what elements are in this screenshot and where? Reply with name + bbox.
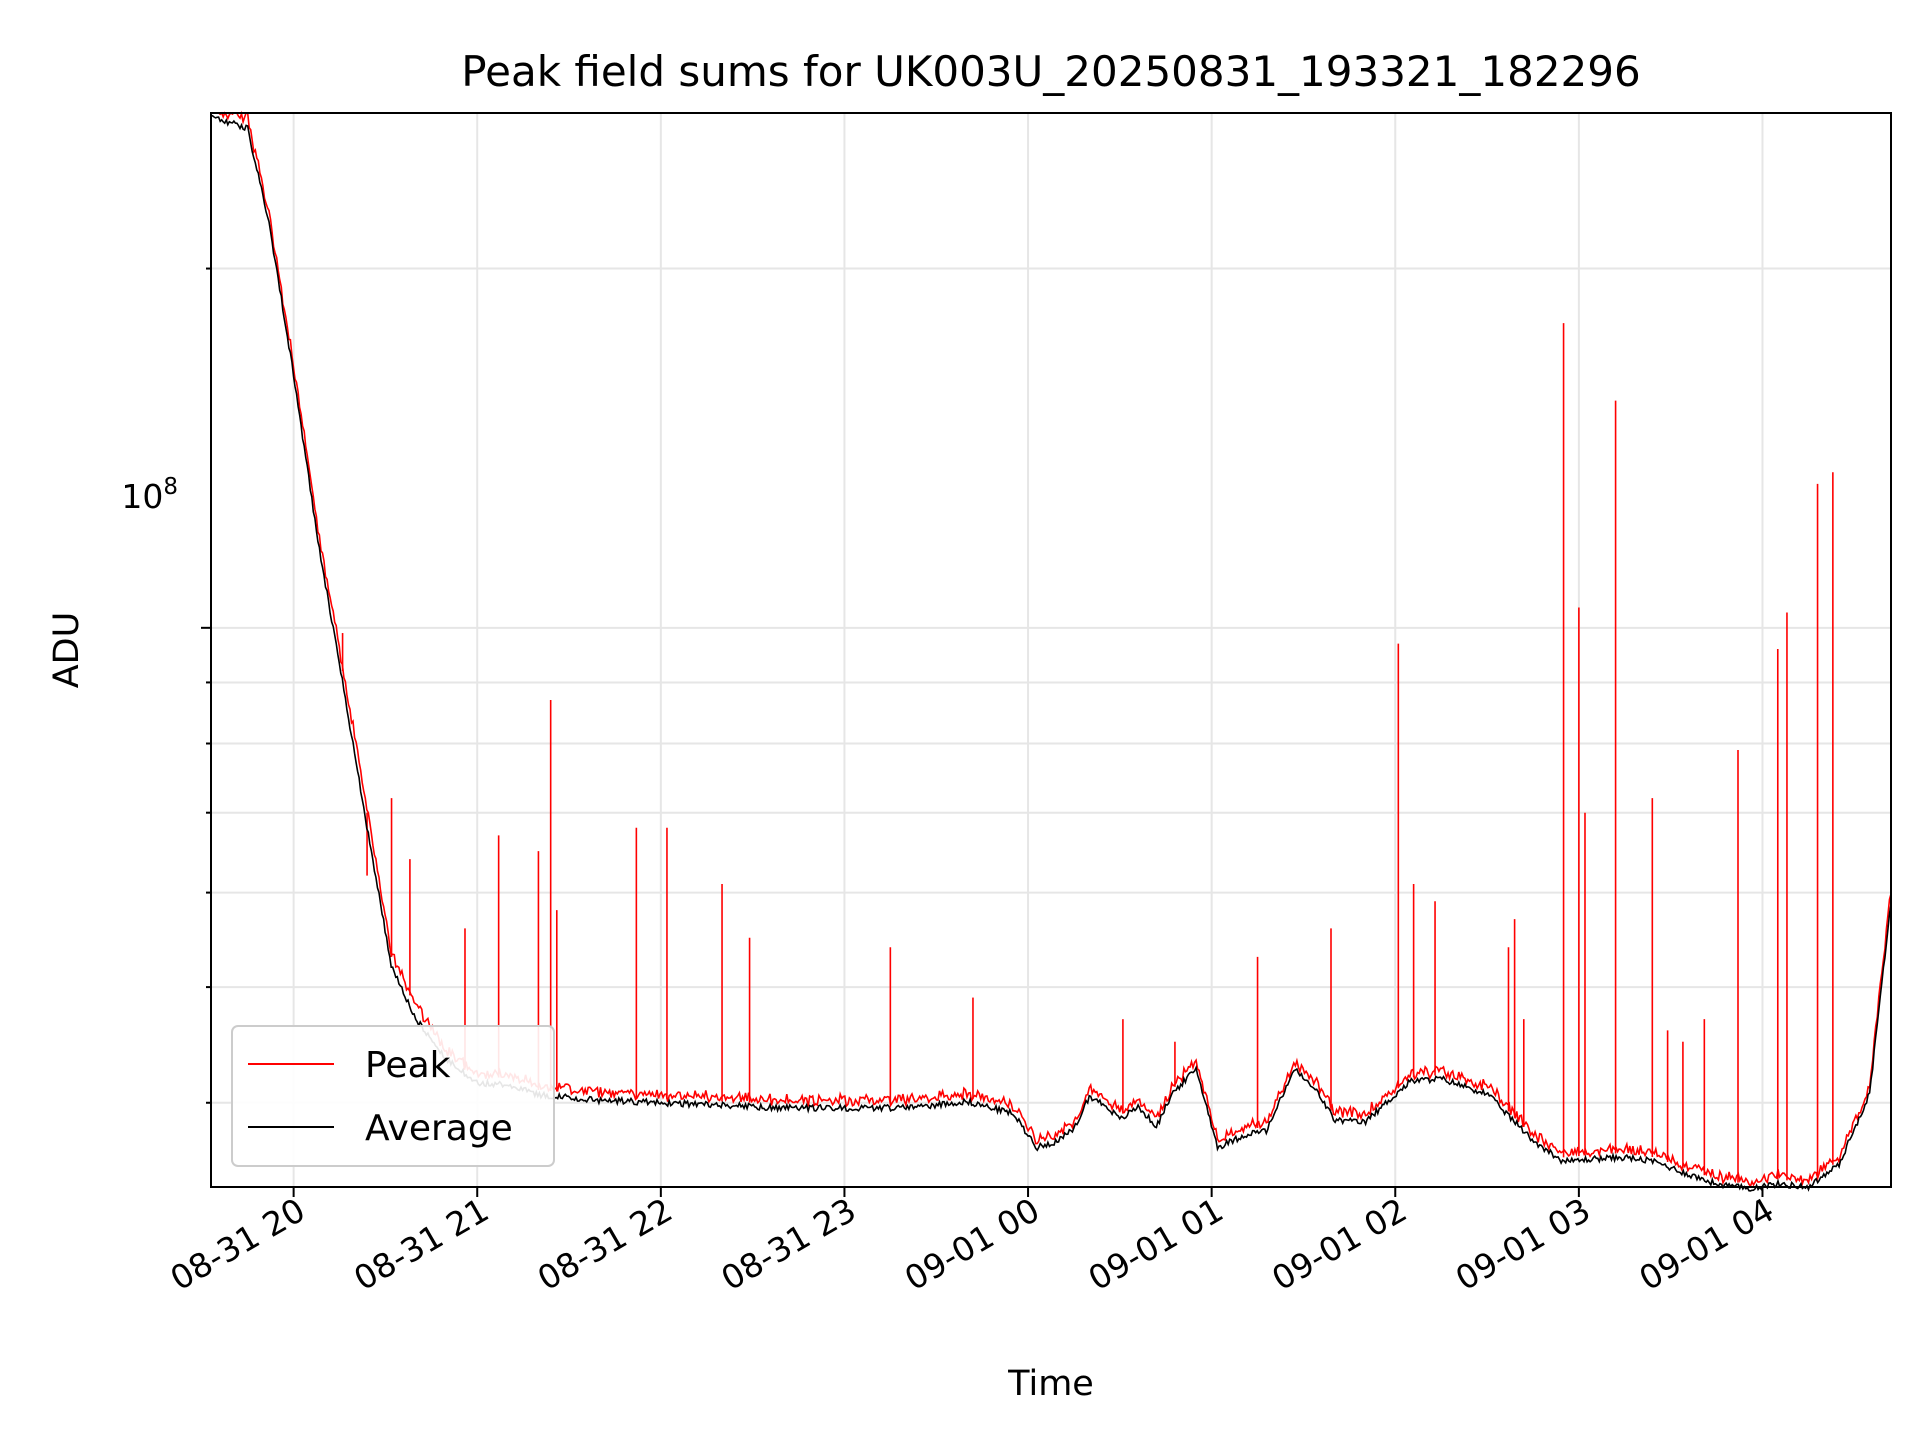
y-tick-exponent: 8 <box>163 474 178 500</box>
y-tick-label-1e8: 108 <box>121 474 178 516</box>
plot-frame <box>210 112 1892 1188</box>
y-axis-title: ADU <box>47 612 87 689</box>
legend-label-peak: Peak <box>365 1045 451 1086</box>
x-axis-title: Time <box>1007 1364 1094 1404</box>
legend: Peak Average <box>231 1025 555 1167</box>
legend-label-average: Average <box>365 1108 513 1149</box>
legend-box <box>231 1025 555 1167</box>
y-tick-base: 10 <box>121 477 163 516</box>
chart-title: Peak field sums for UK003U_20250831_1933… <box>461 47 1640 96</box>
grid <box>211 113 1891 1187</box>
